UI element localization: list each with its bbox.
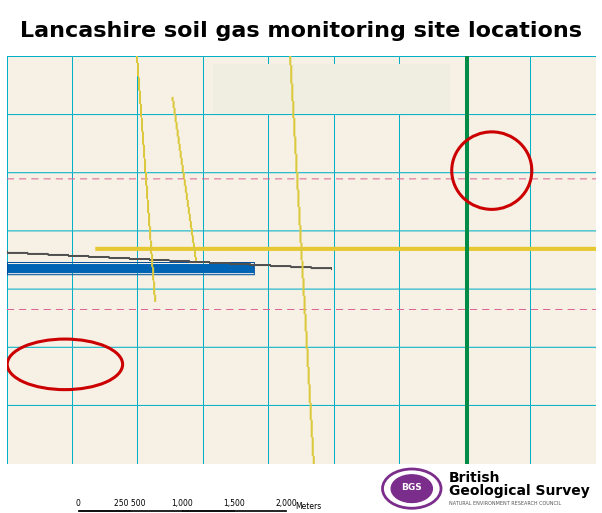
Bar <box>234 510 286 511</box>
Bar <box>78 510 130 511</box>
Bar <box>130 510 182 511</box>
Text: Lancashire soil gas monitoring site locations: Lancashire soil gas monitoring site loca… <box>20 21 582 41</box>
Text: 2,000: 2,000 <box>275 499 297 508</box>
Bar <box>182 510 234 511</box>
Text: 0: 0 <box>76 499 81 508</box>
Text: 1,000: 1,000 <box>171 499 193 508</box>
Text: 1,500: 1,500 <box>223 499 245 508</box>
Text: Meters: Meters <box>295 502 321 511</box>
Text: 250 500: 250 500 <box>114 499 146 508</box>
Text: 1835: 1835 <box>406 499 418 504</box>
Circle shape <box>391 475 432 502</box>
Text: NATURAL ENVIRONMENT RESEARCH COUNCIL: NATURAL ENVIRONMENT RESEARCH COUNCIL <box>448 501 560 506</box>
Text: BGS: BGS <box>402 483 422 491</box>
Text: British: British <box>448 471 500 485</box>
Text: Geological Survey: Geological Survey <box>448 484 589 498</box>
